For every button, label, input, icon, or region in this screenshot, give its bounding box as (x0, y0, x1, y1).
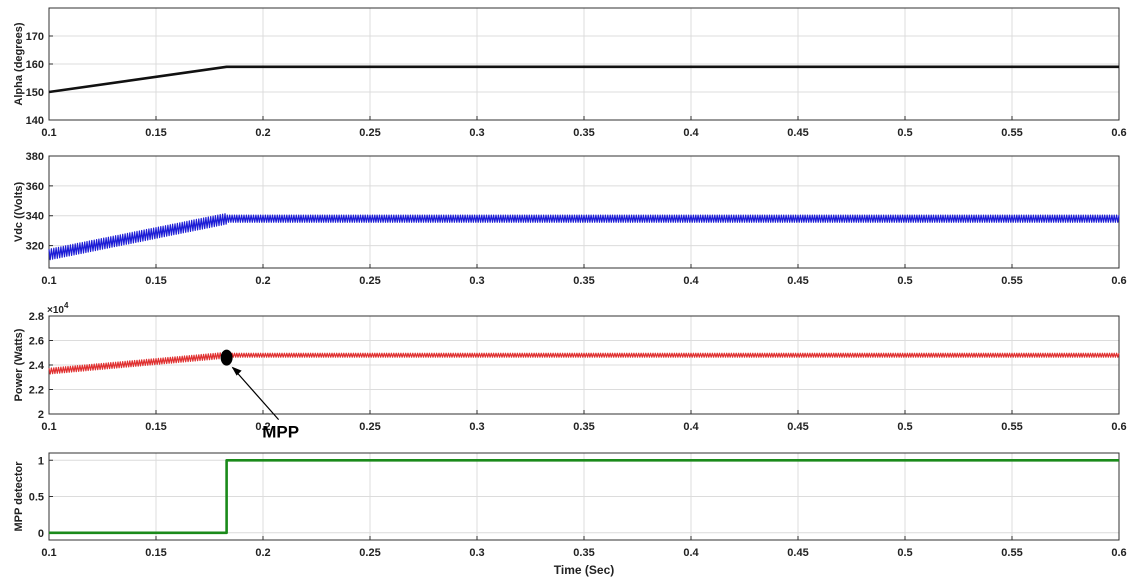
x-tick-label: 0.25 (359, 275, 380, 287)
x-tick-label: 0.4 (683, 127, 699, 139)
x-tick-label: 0.2 (255, 127, 270, 139)
x-tick-label: 0.15 (145, 127, 166, 139)
x-tick-label: 0.45 (787, 421, 808, 433)
x-tick-label: 0.55 (1001, 275, 1022, 287)
plot-border (48, 7, 1120, 121)
x-tick-label: 0.1 (41, 421, 56, 433)
y-tick-label: 2.6 (29, 336, 44, 348)
x-tick-label: 0.6 (1111, 421, 1126, 433)
x-tick-label: 0.5 (897, 275, 912, 287)
x-tick-label: 0.5 (897, 421, 912, 433)
x-tick-label: 0.55 (1001, 421, 1022, 433)
x-tick-label: 0.15 (145, 421, 166, 433)
x-tick-label: 0.15 (145, 275, 166, 287)
x-tick-label: 0.15 (145, 547, 166, 559)
x-tick-label: 0.5 (897, 547, 912, 559)
mpp-detector-panel: 0.1 0.15 0.2 0.25 0.3 0.35 0.4 0.45 0.5 0.55 0.6 0 0… (13, 452, 1127, 577)
plot-border (48, 452, 1120, 541)
x-tick-label: 0.55 (1001, 127, 1022, 139)
y-tick-label: 360 (26, 181, 44, 193)
x-tick-label: 0.25 (359, 547, 380, 559)
x-tick-label: 0.25 (359, 421, 380, 433)
y-tick-label: 2.2 (29, 385, 44, 397)
y-tick-label: 140 (26, 115, 44, 127)
y-tick-label: 2 (38, 409, 44, 421)
y-multiplier: ×104 (47, 301, 69, 316)
x-tick-label: 0.3 (469, 127, 484, 139)
x-tick-label: 0.45 (787, 127, 808, 139)
x-tick-label: 0.55 (1001, 547, 1022, 559)
x-tick-label: 0.4 (683, 275, 699, 287)
x-tick-label: 0.3 (469, 421, 484, 433)
x-axis-label: Time (Sec) (554, 563, 614, 577)
y-tick-label: 2.8 (29, 311, 44, 323)
plot-border (48, 155, 1120, 269)
vdc-line (48, 213, 1120, 261)
mpp-arrowhead (231, 366, 242, 376)
x-tick-label: 0.35 (573, 275, 594, 287)
y-axis-label: Power (Watts) (13, 328, 25, 401)
x-tick-label: 0.6 (1111, 127, 1126, 139)
x-tick-label: 0.1 (41, 547, 56, 559)
x-tick-label: 0.4 (683, 547, 699, 559)
x-tick-label: 0.4 (683, 421, 699, 433)
plot-border (48, 315, 1120, 415)
x-tick-label: 0.3 (469, 547, 484, 559)
x-tick-label: 0.35 (573, 547, 594, 559)
mpp-marker (220, 349, 233, 366)
x-tick-label: 0.45 (787, 275, 808, 287)
vdc-panel: 0.1 0.15 0.2 0.25 0.3 0.35 0.4 0.45 0.5 0.55 0.6 32… (13, 151, 1127, 287)
x-tick-label: 0.35 (573, 127, 594, 139)
y-axis-label: Vdc ((Volts) (13, 182, 25, 243)
x-tick-label: 0.2 (255, 275, 270, 287)
mpp-label: MPP (262, 423, 299, 442)
y-tick-label: 2.4 (29, 360, 45, 372)
mpp-arrow-line (232, 367, 280, 421)
x-tick-label: 0.6 (1111, 275, 1126, 287)
y-axis-label: MPP detector (13, 461, 25, 532)
y-tick-label: 0.5 (29, 492, 44, 504)
x-tick-label: 0.35 (573, 421, 594, 433)
y-tick-label: 0 (38, 528, 44, 540)
x-tick-label: 0.2 (255, 421, 270, 433)
x-tick-label: 0.1 (41, 127, 56, 139)
x-tick-label: 0.1 (41, 275, 56, 287)
x-tick-label: 0.25 (359, 127, 380, 139)
x-tick-label: 0.6 (1111, 547, 1126, 559)
y-tick-label: 150 (26, 87, 44, 99)
x-tick-label: 0.5 (897, 127, 912, 139)
y-tick-label: 380 (26, 151, 44, 163)
y-axis-label: Alpha (degrees) (13, 22, 25, 105)
x-tick-label: 0.2 (255, 547, 270, 559)
alpha-panel: 0.1 0.15 0.2 0.25 0.3 0.35 0.4 0.45 0.5 0.55 0.6 14… (13, 7, 1127, 139)
x-tick-label: 0.45 (787, 547, 808, 559)
y-tick-label: 340 (26, 211, 44, 223)
y-tick-label: 320 (26, 241, 44, 253)
y-tick-label: 1 (38, 455, 44, 467)
power-panel: 0.1 0.15 0.2 0.25 0.3 0.35 0.4 0.45 0.5 0.55 0.6 2 2… (13, 301, 1127, 442)
alpha-line (48, 65, 1119, 94)
mpp-detector-line (49, 458, 1119, 535)
y-tick-label: 160 (26, 59, 44, 71)
x-tick-label: 0.3 (469, 275, 484, 287)
y-multiplier-exponent: 4 (64, 301, 69, 310)
y-tick-label: 170 (26, 31, 44, 43)
